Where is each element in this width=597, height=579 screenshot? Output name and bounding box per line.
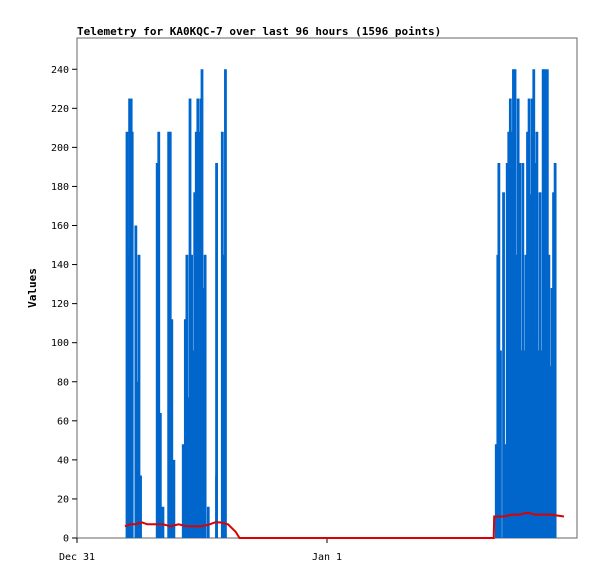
telemetry-bar	[125, 131, 129, 538]
telemetry-bar	[215, 475, 218, 538]
y-axis: 0 20 40 60 80 100 120 140 160 180 200 220 240	[51, 65, 77, 545]
telemetry-bar	[200, 69, 204, 538]
telemetry-bar	[552, 192, 555, 538]
telemetry-bar	[540, 350, 543, 538]
x-axis: Dec 31 Jan 1	[59, 538, 342, 563]
y-axis-label: Values	[26, 268, 39, 308]
telemetry-bar	[530, 98, 534, 538]
telemetry-bar	[134, 225, 138, 538]
telemetry-bar	[188, 98, 192, 538]
telemetry-bar	[518, 163, 522, 538]
telemetry-bar	[222, 254, 226, 538]
telemetry-bar	[513, 69, 517, 538]
telemetry-bar	[502, 192, 505, 538]
telemetry-bar	[532, 69, 536, 538]
y-tick-label: 80	[57, 377, 69, 388]
telemetry-bar	[494, 444, 498, 538]
telemetry-bar	[172, 459, 176, 538]
y-tick-label: 200	[51, 143, 69, 154]
telemetry-bar	[137, 254, 141, 538]
telemetry-bar	[537, 350, 540, 538]
y-tick-label: 140	[51, 260, 69, 271]
telemetry-bar	[508, 98, 512, 538]
y-tick-label: 40	[57, 455, 69, 466]
plot-area	[76, 37, 578, 539]
telemetry-bar	[197, 131, 201, 538]
telemetry-bar	[193, 192, 197, 538]
telemetry-bar	[128, 98, 132, 538]
series-layer	[124, 69, 565, 539]
telemetry-bar	[516, 98, 520, 538]
x-tick-label: Jan 1	[312, 552, 342, 563]
telemetry-bar	[185, 254, 189, 538]
telemetry-bar	[519, 350, 523, 538]
telemetry-bar	[183, 319, 187, 538]
telemetry-bar	[529, 194, 533, 538]
telemetry-bar	[155, 163, 159, 538]
x-tick-label: Dec 31	[59, 552, 95, 563]
telemetry-bar	[521, 163, 525, 538]
y-tick-label: 220	[51, 104, 69, 115]
telemetry-bar	[522, 350, 526, 538]
y-tick-label: 60	[57, 416, 69, 427]
y-tick-label: 100	[51, 338, 69, 349]
telemetry-bar	[550, 288, 554, 538]
telemetry-bar	[170, 319, 174, 538]
chart-title: Telemetry for KA0KQC-7 over last 96 hour…	[77, 25, 441, 38]
y-tick-label: 160	[51, 221, 69, 232]
telemetry-line	[124, 511, 565, 539]
telemetry-bar	[527, 98, 531, 538]
telemetry-bar	[181, 444, 185, 538]
telemetry-bar	[206, 506, 210, 538]
y-tick-label: 240	[51, 65, 69, 76]
telemetry-bar	[191, 350, 195, 538]
telemetry-bar	[139, 475, 142, 538]
y-tick-label: 0	[63, 534, 69, 545]
telemetry-bar	[553, 163, 557, 538]
telemetry-bar	[512, 69, 515, 538]
telemetry-bar	[549, 366, 552, 538]
telemetry-bar	[202, 288, 205, 538]
telemetry-bar	[505, 163, 509, 538]
telemetry-bar	[499, 350, 502, 538]
telemetry-bar	[533, 163, 537, 538]
telemetry-bar	[538, 192, 542, 538]
telemetry-bar	[541, 69, 545, 538]
telemetry-bar	[157, 131, 161, 538]
telemetry-bar	[545, 69, 549, 538]
telemetry-bar	[507, 131, 511, 538]
telemetry-bar	[220, 131, 224, 538]
telemetry-bar	[543, 69, 547, 538]
telemetry-bar	[136, 381, 139, 538]
telemetry-bar	[194, 131, 198, 538]
telemetry-bar	[547, 254, 551, 538]
telemetry-bar	[203, 254, 207, 538]
telemetry-bar	[161, 506, 165, 538]
telemetry-bar	[130, 131, 134, 538]
telemetry-bar	[196, 98, 200, 538]
y-tick-label: 180	[51, 182, 69, 193]
telemetry-bar	[190, 254, 193, 538]
telemetry-bar	[215, 163, 218, 538]
telemetry-bar	[504, 444, 508, 538]
telemetry-bar	[167, 131, 171, 538]
telemetry-bar	[158, 413, 162, 538]
telemetry-bar	[497, 163, 501, 538]
telemetry-bar	[535, 131, 539, 538]
telemetry-bar	[168, 131, 172, 538]
y-tick-label: 120	[51, 299, 69, 310]
telemetry-bar	[524, 254, 528, 538]
y-tick-label: 20	[57, 494, 69, 505]
telemetry-bar	[510, 131, 514, 538]
telemetry-bar	[187, 397, 190, 538]
telemetry-bar	[526, 131, 529, 538]
telemetry-bar	[224, 69, 227, 538]
telemetry-bar	[515, 254, 518, 538]
